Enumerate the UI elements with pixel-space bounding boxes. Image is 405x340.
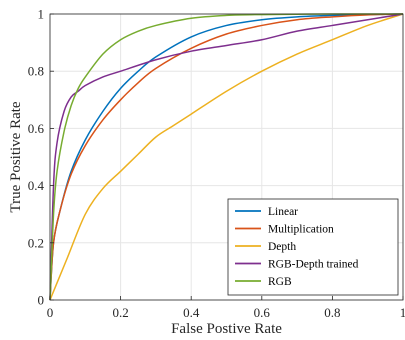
legend-label: RGB-Depth trained (268, 259, 359, 271)
x-tick-label: 1 (400, 305, 405, 320)
series-layer (49, 13, 404, 301)
legend-label: RGB (268, 276, 292, 288)
x-axis-label: False Postive Rate (171, 321, 282, 337)
legend-box (227, 198, 399, 296)
series-line-multiplication (49, 13, 404, 301)
grid (49, 13, 404, 301)
y-axis-label: True Positive Rate (8, 101, 24, 212)
series-line-rgb-depth-trained (49, 13, 404, 301)
legend-label: Linear (268, 206, 298, 218)
x-tick-label: 0.8 (324, 305, 340, 320)
x-tick-label: 0 (47, 305, 54, 320)
series-line-depth (49, 13, 404, 301)
series-line-rgb (49, 13, 404, 301)
y-tick-label: 0.2 (28, 235, 44, 250)
legend: Linear Multiplication Depth RGB-Depth train… (227, 198, 399, 296)
legend-label: Depth (268, 241, 296, 253)
x-tick-label: 0.4 (183, 305, 200, 320)
y-tick-label: 0 (38, 293, 45, 308)
y-tick-label: 0.8 (28, 64, 44, 79)
plot-frame (49, 13, 404, 301)
ticks: 0 0.2 0.4 0.6 0.8 1 0 0.2 0.4 0.6 0.8 1 (28, 7, 405, 321)
x-tick-label: 0.2 (112, 305, 128, 320)
y-tick-label: 0.6 (28, 121, 45, 136)
y-tick-label: 0.4 (28, 178, 45, 193)
x-tick-label: 0.6 (254, 305, 271, 320)
legend-label: Multiplication (268, 224, 334, 236)
y-tick-label: 1 (38, 7, 45, 22)
